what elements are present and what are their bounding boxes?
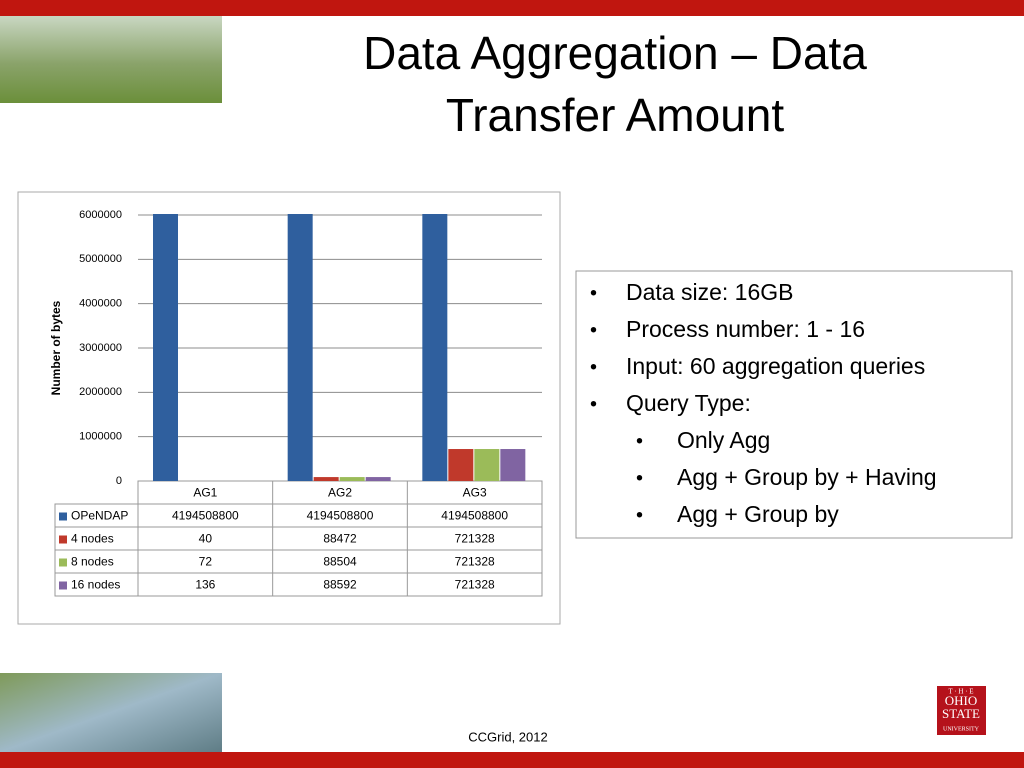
y-axis-label: Number of bytes — [49, 300, 63, 395]
x-tick-label: AG3 — [463, 486, 487, 500]
top-band — [0, 0, 1024, 16]
campus-photo — [0, 16, 222, 103]
y-tick-label: 4000000 — [79, 298, 122, 310]
legend-key — [59, 512, 67, 521]
table-value: 88592 — [323, 578, 357, 592]
bullet-text: Agg + Group by + Having — [677, 464, 937, 490]
bullet-text: Input: 60 aggregation queries — [626, 353, 925, 379]
y-tick-label: 5000000 — [79, 253, 122, 265]
bullet-mark: • — [636, 467, 643, 489]
bullet-text: Process number: 1 - 16 — [626, 316, 865, 342]
slide-title: Transfer Amount — [446, 89, 785, 141]
footer: CCGrid, 2012 — [468, 729, 547, 744]
table-value: 721328 — [455, 532, 495, 546]
bullet-text: Only Agg — [677, 427, 770, 453]
y-tick-label: 0 — [116, 475, 122, 487]
bullet-mark: • — [590, 356, 597, 378]
bullet-mark: • — [636, 504, 643, 526]
bar — [500, 449, 526, 481]
logo-text: T · H · E — [948, 688, 973, 696]
table-value: 88472 — [323, 532, 357, 546]
table-value: 88504 — [323, 555, 357, 569]
table-value: 721328 — [455, 555, 495, 569]
legend-label: 8 nodes — [71, 555, 114, 569]
table-value: 4194508800 — [441, 509, 508, 523]
legend-label: 16 nodes — [71, 578, 120, 592]
bullet-box — [575, 270, 1013, 539]
bar — [474, 449, 500, 481]
slide-title: Data Aggregation – Data — [363, 27, 867, 79]
y-tick-label: 2000000 — [79, 386, 122, 398]
bar — [422, 214, 448, 481]
legend-label: OPeNDAP — [71, 509, 128, 523]
bullet-mark: • — [636, 430, 643, 452]
bottom-band — [0, 752, 1024, 768]
bullet-mark: • — [590, 393, 597, 415]
bar — [365, 477, 391, 481]
legend-key — [59, 535, 67, 544]
table-value: 4194508800 — [307, 509, 374, 523]
bar — [448, 449, 474, 481]
bullet-text: Agg + Group by — [677, 501, 839, 527]
bar — [153, 214, 178, 481]
table-value: 721328 — [455, 578, 495, 592]
legend-key — [59, 558, 67, 567]
table-value: 136 — [195, 578, 215, 592]
logo-text: UNIVERSITY — [943, 726, 980, 732]
y-tick-label: 3000000 — [79, 342, 122, 354]
y-tick-label: 6000000 — [79, 209, 122, 221]
x-tick-label: AG1 — [193, 486, 217, 500]
x-tick-label: AG2 — [328, 486, 352, 500]
bar — [339, 477, 365, 481]
y-tick-label: 1000000 — [79, 431, 122, 443]
bullet-text: Data size: 16GB — [626, 279, 793, 305]
legend-label: 4 nodes — [71, 532, 114, 546]
table-value: 4194508800 — [172, 509, 239, 523]
table-value: 72 — [199, 555, 213, 569]
sculpture-photo — [0, 673, 222, 752]
bullet-mark: • — [590, 282, 597, 304]
logo-text: STATE — [942, 706, 980, 721]
logo-box — [937, 686, 986, 735]
table-value: 40 — [199, 532, 213, 546]
bullet-mark: • — [590, 319, 597, 341]
logo-text: OHIO — [945, 693, 978, 708]
bar — [287, 214, 313, 481]
bar — [313, 477, 339, 481]
bullet-text: Query Type: — [626, 390, 751, 416]
legend-key — [59, 581, 67, 590]
